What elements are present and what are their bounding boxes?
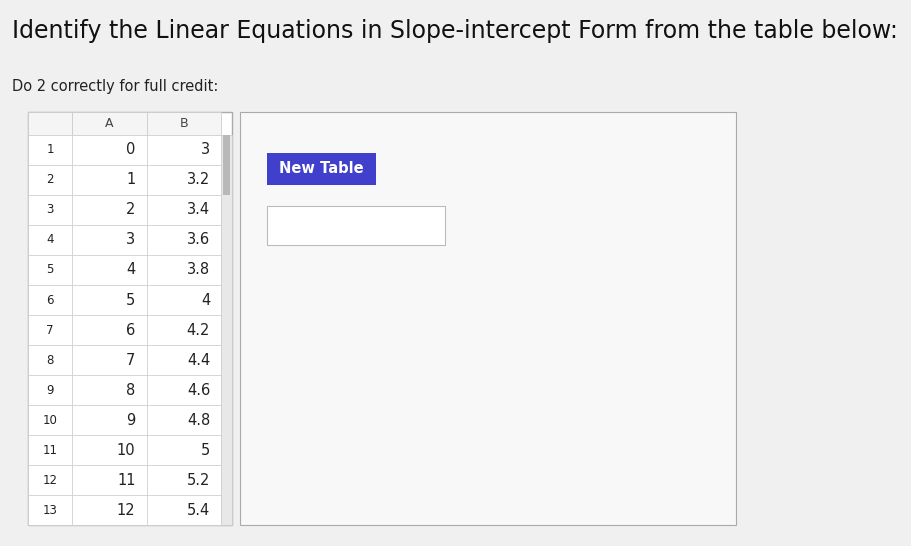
Bar <box>28 112 232 525</box>
Bar <box>147 375 221 405</box>
Text: 4.4: 4.4 <box>187 353 210 367</box>
Bar <box>28 285 72 315</box>
Bar <box>28 112 72 135</box>
Text: 5.2: 5.2 <box>187 473 210 488</box>
Text: 8: 8 <box>127 383 136 397</box>
Bar <box>28 135 72 165</box>
Text: Do 2 correctly for full credit:: Do 2 correctly for full credit: <box>12 79 219 94</box>
Bar <box>72 435 147 465</box>
Text: 9: 9 <box>46 384 54 396</box>
Bar <box>147 165 221 195</box>
Text: 6: 6 <box>46 294 54 306</box>
Bar <box>223 135 230 195</box>
Text: 3: 3 <box>201 143 210 157</box>
Text: 4: 4 <box>127 263 136 277</box>
Bar <box>72 465 147 495</box>
Text: New Table: New Table <box>280 161 363 176</box>
Text: 2: 2 <box>46 174 54 186</box>
Bar <box>72 495 147 525</box>
Bar <box>147 345 221 375</box>
Bar <box>28 195 72 225</box>
Text: 4: 4 <box>201 293 210 307</box>
Text: 8: 8 <box>46 354 54 366</box>
Bar <box>147 255 221 285</box>
Bar <box>28 165 72 195</box>
Bar <box>72 255 147 285</box>
Text: 4.6: 4.6 <box>187 383 210 397</box>
Text: 5: 5 <box>201 443 210 458</box>
Text: 3.2: 3.2 <box>187 173 210 187</box>
Text: 4.2: 4.2 <box>187 323 210 337</box>
Bar <box>147 315 221 345</box>
Text: 7: 7 <box>46 324 54 336</box>
Text: 5: 5 <box>127 293 136 307</box>
Text: 11: 11 <box>43 444 57 456</box>
Text: 6: 6 <box>127 323 136 337</box>
Bar <box>72 135 147 165</box>
Bar <box>72 225 147 255</box>
Text: 1: 1 <box>127 173 136 187</box>
Bar <box>28 465 72 495</box>
Bar <box>28 345 72 375</box>
Bar <box>28 255 72 285</box>
Text: 5.4: 5.4 <box>187 503 210 518</box>
Bar <box>147 435 221 465</box>
Text: 12: 12 <box>43 474 57 486</box>
Text: A: A <box>105 117 114 130</box>
Text: 10: 10 <box>117 443 136 458</box>
Text: 4.8: 4.8 <box>187 413 210 428</box>
Bar <box>221 135 232 525</box>
Text: 5: 5 <box>46 264 54 276</box>
Bar <box>72 112 147 135</box>
Text: 1: 1 <box>46 144 54 156</box>
Bar <box>240 112 736 525</box>
Text: 13: 13 <box>43 504 57 517</box>
Bar <box>28 495 72 525</box>
Bar <box>28 375 72 405</box>
Text: 7: 7 <box>126 353 136 367</box>
Text: 2: 2 <box>126 203 136 217</box>
Text: Identify the Linear Equations in Slope-intercept Form from the table below:: Identify the Linear Equations in Slope-i… <box>12 19 897 43</box>
Bar <box>72 405 147 435</box>
Bar <box>147 285 221 315</box>
Bar <box>28 405 72 435</box>
Text: 3.8: 3.8 <box>187 263 210 277</box>
Bar <box>72 165 147 195</box>
Bar <box>147 135 221 165</box>
Text: B: B <box>179 117 189 130</box>
Bar <box>147 225 221 255</box>
Text: 11: 11 <box>117 473 136 488</box>
Bar <box>267 206 445 245</box>
Text: 3.4: 3.4 <box>187 203 210 217</box>
Bar <box>147 195 221 225</box>
Bar <box>28 435 72 465</box>
Bar <box>72 195 147 225</box>
Bar <box>72 375 147 405</box>
Bar <box>267 153 376 185</box>
Text: 9: 9 <box>127 413 136 428</box>
Text: 12: 12 <box>117 503 136 518</box>
Bar <box>72 285 147 315</box>
Bar <box>147 405 221 435</box>
Bar <box>147 495 221 525</box>
Bar <box>147 112 221 135</box>
Text: 3.6: 3.6 <box>187 233 210 247</box>
Text: 10: 10 <box>43 414 57 426</box>
Text: 0: 0 <box>126 143 136 157</box>
Bar <box>28 225 72 255</box>
Text: 4: 4 <box>46 234 54 246</box>
Bar <box>28 315 72 345</box>
Bar <box>72 315 147 345</box>
Text: 3: 3 <box>127 233 136 247</box>
Bar <box>147 465 221 495</box>
Text: 3: 3 <box>46 204 54 216</box>
Bar <box>72 345 147 375</box>
